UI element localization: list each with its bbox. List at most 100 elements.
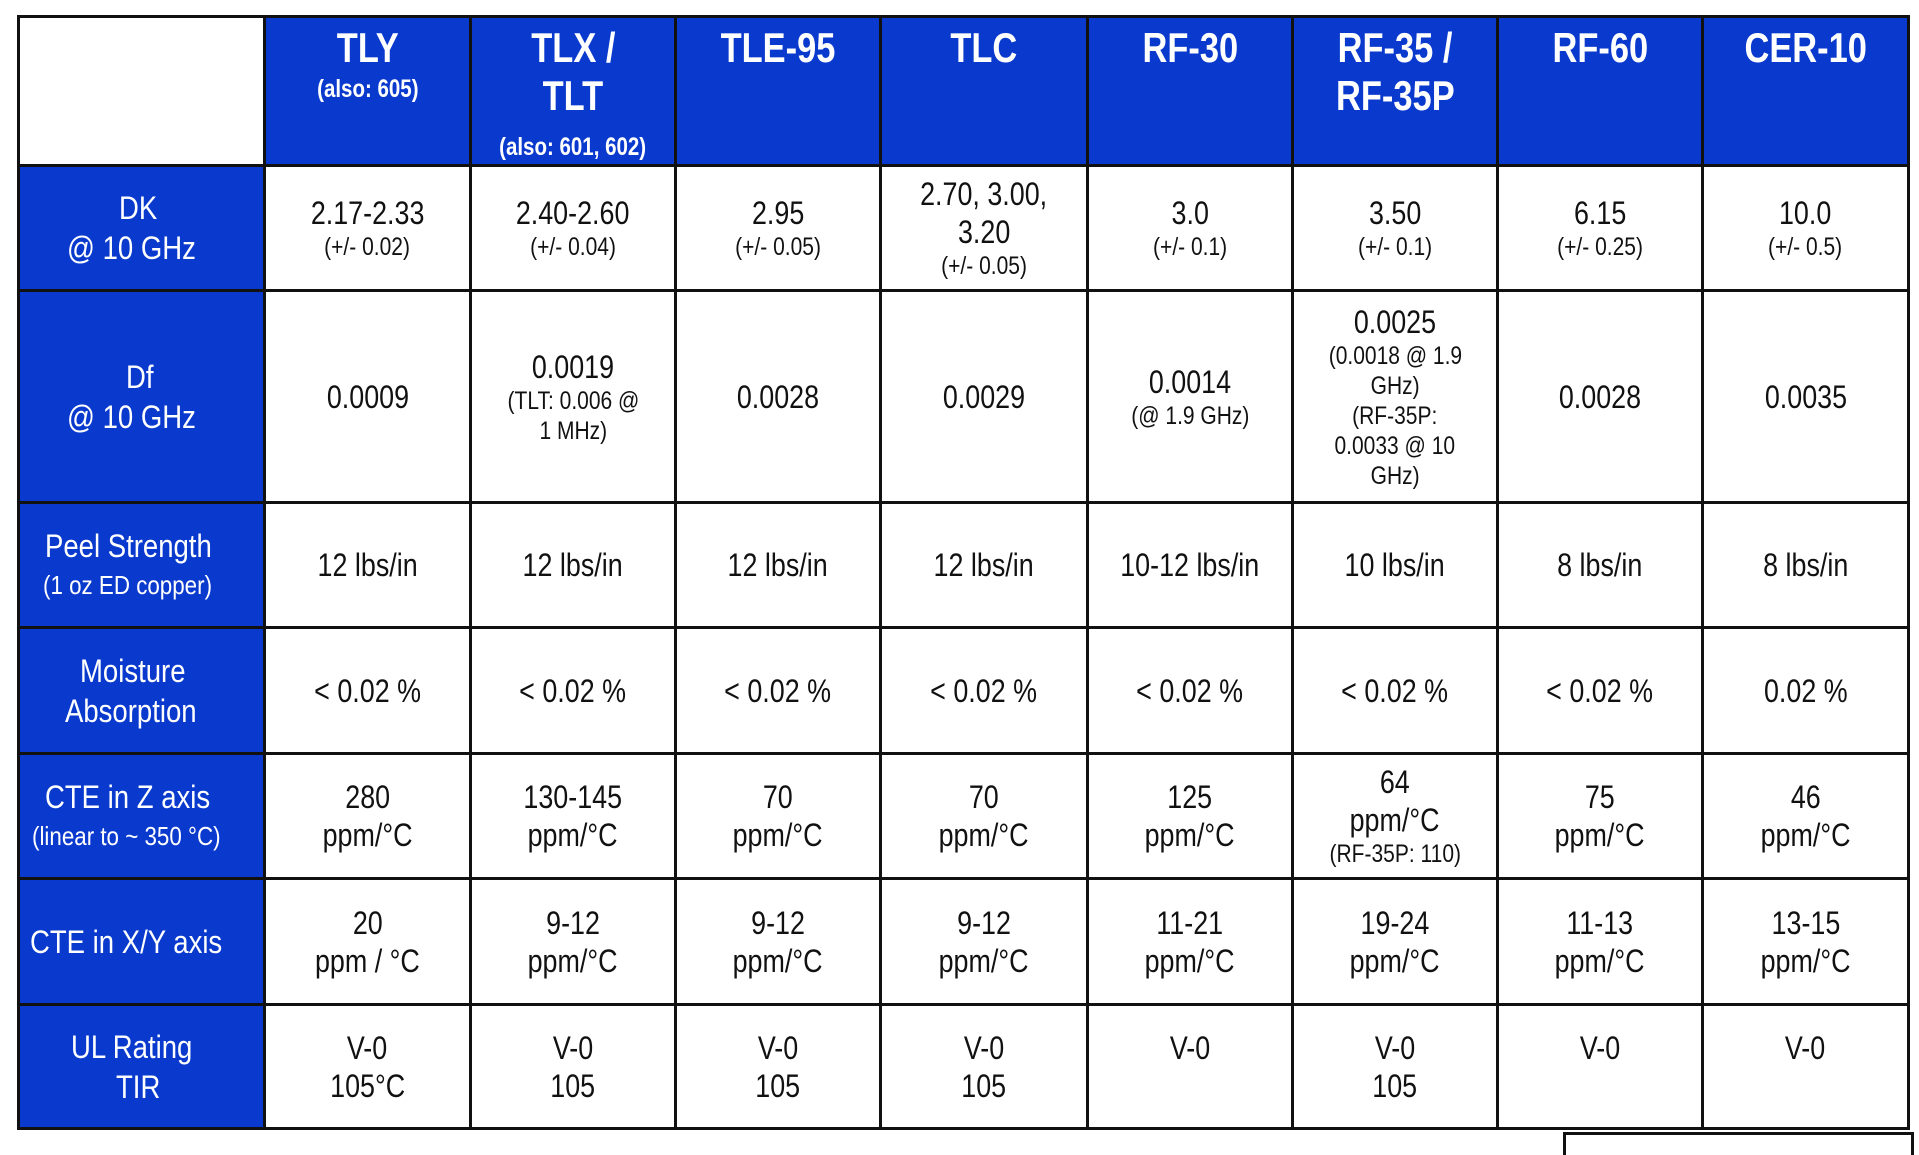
table-cell: V-0 [1701, 1003, 1910, 1130]
cell-note: (+/- 0.1) [1152, 233, 1228, 261]
row-label-text: DK [119, 190, 158, 226]
table-cell: 6.15 (+/- 0.25) [1496, 164, 1704, 292]
table-cell: 0.0009 [263, 289, 472, 504]
table-cell: V-0 105 [674, 1003, 882, 1130]
column-title: RF-30 [1142, 24, 1238, 71]
cell-value: ppm/°C [939, 817, 1029, 853]
cell-value: ppm/°C [528, 817, 618, 853]
table-cell: V-0 [1496, 1003, 1704, 1130]
cell-value: 10 lbs/in [1344, 547, 1446, 583]
cell-note: (+/- 0.25) [1557, 233, 1643, 261]
cell-value: 46 [1790, 779, 1821, 815]
column-title: RF-35 / [1337, 24, 1453, 71]
row-label-subtext: (1 oz ED copper) [43, 570, 213, 600]
table-cell: 0.0014 (@ 1.9 GHz) [1086, 289, 1294, 504]
cell-note: (TLT: 0.006 @ [507, 386, 639, 415]
column-header-rf-35: RF-35 / RF-35P [1291, 15, 1499, 167]
cell-value: 3.20 [957, 214, 1011, 250]
table-cell: 0.0019 (TLT: 0.006 @1 MHz) [469, 289, 677, 504]
row-label-text: Absorption [65, 692, 197, 729]
material-spec-table: TLY (also: 605) TLX / TLT (also: 601, 60… [17, 15, 1910, 1130]
table-row: Moisture Absorption < 0.02 % < 0.02 % < 0.02… [17, 626, 1910, 755]
table-row: Peel Strength (1 oz ED copper) 12 lbs/in 12… [17, 501, 1910, 629]
row-label-text: Df [125, 358, 154, 395]
table-cell: 46 ppm/°C [1701, 752, 1910, 880]
cell-value: 0.0028 [736, 378, 820, 415]
table-cell: 3.50 (+/- 0.1) [1291, 164, 1499, 292]
row-label-text: Moisture [80, 652, 186, 689]
cell-value: 0.0019 [531, 348, 615, 385]
column-title: RF-35P [1335, 72, 1455, 119]
cell-value: 12 lbs/in [727, 547, 829, 583]
cell-value: 0.02 % [1763, 672, 1848, 709]
row-label: Moisture Absorption [17, 626, 266, 755]
table-cell: 125 ppm/°C [1086, 752, 1294, 880]
cell-note: GHz) [1370, 461, 1420, 490]
cell-value: 75 [1585, 779, 1615, 815]
cell-value: ppm/°C [1760, 942, 1851, 979]
table-cell: 70 ppm/°C [879, 752, 1089, 880]
table-cell: 10.0 (+/- 0.5) [1701, 164, 1910, 292]
cell-value: 10-12 lbs/in [1120, 547, 1260, 583]
cell-value [1596, 1067, 1603, 1105]
cell-value: < 0.02 % [519, 672, 627, 709]
table-cell: < 0.02 % [263, 626, 472, 755]
table-cell: < 0.02 % [674, 626, 882, 755]
cell-value: 0.0029 [942, 378, 1026, 415]
column-header-tle-95: TLE-95 [674, 15, 882, 167]
cell-value: 130-145 [523, 779, 623, 815]
cell-value: 13-15 [1771, 904, 1840, 941]
cell-value: 70 [969, 779, 999, 815]
row-label: Df @ 10 GHz [17, 289, 266, 504]
cell-value: 3.0 [1171, 195, 1209, 231]
row-label-text: Peel Strength [44, 528, 212, 564]
table-cell: 0.02 % [1701, 626, 1910, 755]
cell-value: 11-13 [1566, 904, 1634, 941]
cell-value: 6.15 [1573, 195, 1627, 231]
table-cell: 12 lbs/in [674, 501, 882, 629]
cell-value: 20 [352, 904, 383, 941]
cell-value: 64 [1380, 764, 1410, 800]
cell-value: 12 lbs/in [522, 547, 624, 583]
row-label: UL Rating TIR [17, 1003, 266, 1130]
row-label-text: CTE in X/Y axis [29, 923, 222, 960]
cell-value: 105 [961, 1067, 1007, 1104]
table-cell: 70 ppm/°C [674, 752, 882, 880]
cell-note: 0.0033 @ 10 [1334, 431, 1456, 460]
cell-note: (+/- 0.04) [530, 233, 616, 261]
cell-value: 280 [345, 779, 390, 815]
cell-value: 9-12 [546, 904, 600, 941]
cell-value: < 0.02 % [314, 672, 421, 709]
cell-value: V-0 [1374, 1029, 1416, 1066]
column-header-rf-30: RF-30 [1086, 15, 1294, 167]
cell-value [1186, 1067, 1193, 1105]
table-cell: 2.95 (+/- 0.05) [674, 164, 882, 292]
table-cell: 0.0025 (0.0018 @ 1.9 GHz) (RF-35P: 0.0033 @ … [1291, 289, 1499, 504]
cell-value: V-0 [552, 1029, 594, 1066]
cell-value: 2.95 [751, 195, 805, 231]
table-cell: 3.0 (+/- 0.1) [1086, 164, 1294, 292]
column-header-tlx-tlt: TLX / TLT (also: 601, 602) [469, 15, 677, 167]
table-row: CTE in Z axis (linear to ~ 350 °C) 280 ppm/… [17, 752, 1910, 880]
cell-value: < 0.02 % [1136, 672, 1244, 709]
cell-value: 9-12 [957, 904, 1011, 941]
cell-value: V-0 [347, 1029, 388, 1066]
table-row: CTE in X/Y axis 20 ppm / °C 9-12 ppm/°C 9-12 p… [17, 877, 1910, 1006]
cell-value: ppm/°C [939, 942, 1029, 979]
cell-value: V-0 [963, 1029, 1005, 1066]
cell-value: ppm/°C [1145, 942, 1235, 979]
column-header-rf-60: RF-60 [1496, 15, 1704, 167]
cell-value [1802, 1067, 1809, 1105]
cell-value: ppm/°C [1760, 817, 1851, 853]
cell-value: 0.0025 [1353, 303, 1437, 340]
table-cell: V-0 105 [879, 1003, 1089, 1130]
cell-note: (+/- 0.05) [735, 233, 821, 261]
row-label: Peel Strength (1 oz ED copper) [17, 501, 266, 629]
table-cell: V-0 105 [469, 1003, 677, 1130]
row-label: DK @ 10 GHz [17, 164, 266, 292]
cell-note: GHz) [1370, 371, 1420, 400]
table-cell: < 0.02 % [469, 626, 677, 755]
table-cell: 130-145 ppm/°C [469, 752, 677, 880]
cell-value: 2.17-2.33 [310, 195, 425, 231]
table-cell: 10 lbs/in [1291, 501, 1499, 629]
